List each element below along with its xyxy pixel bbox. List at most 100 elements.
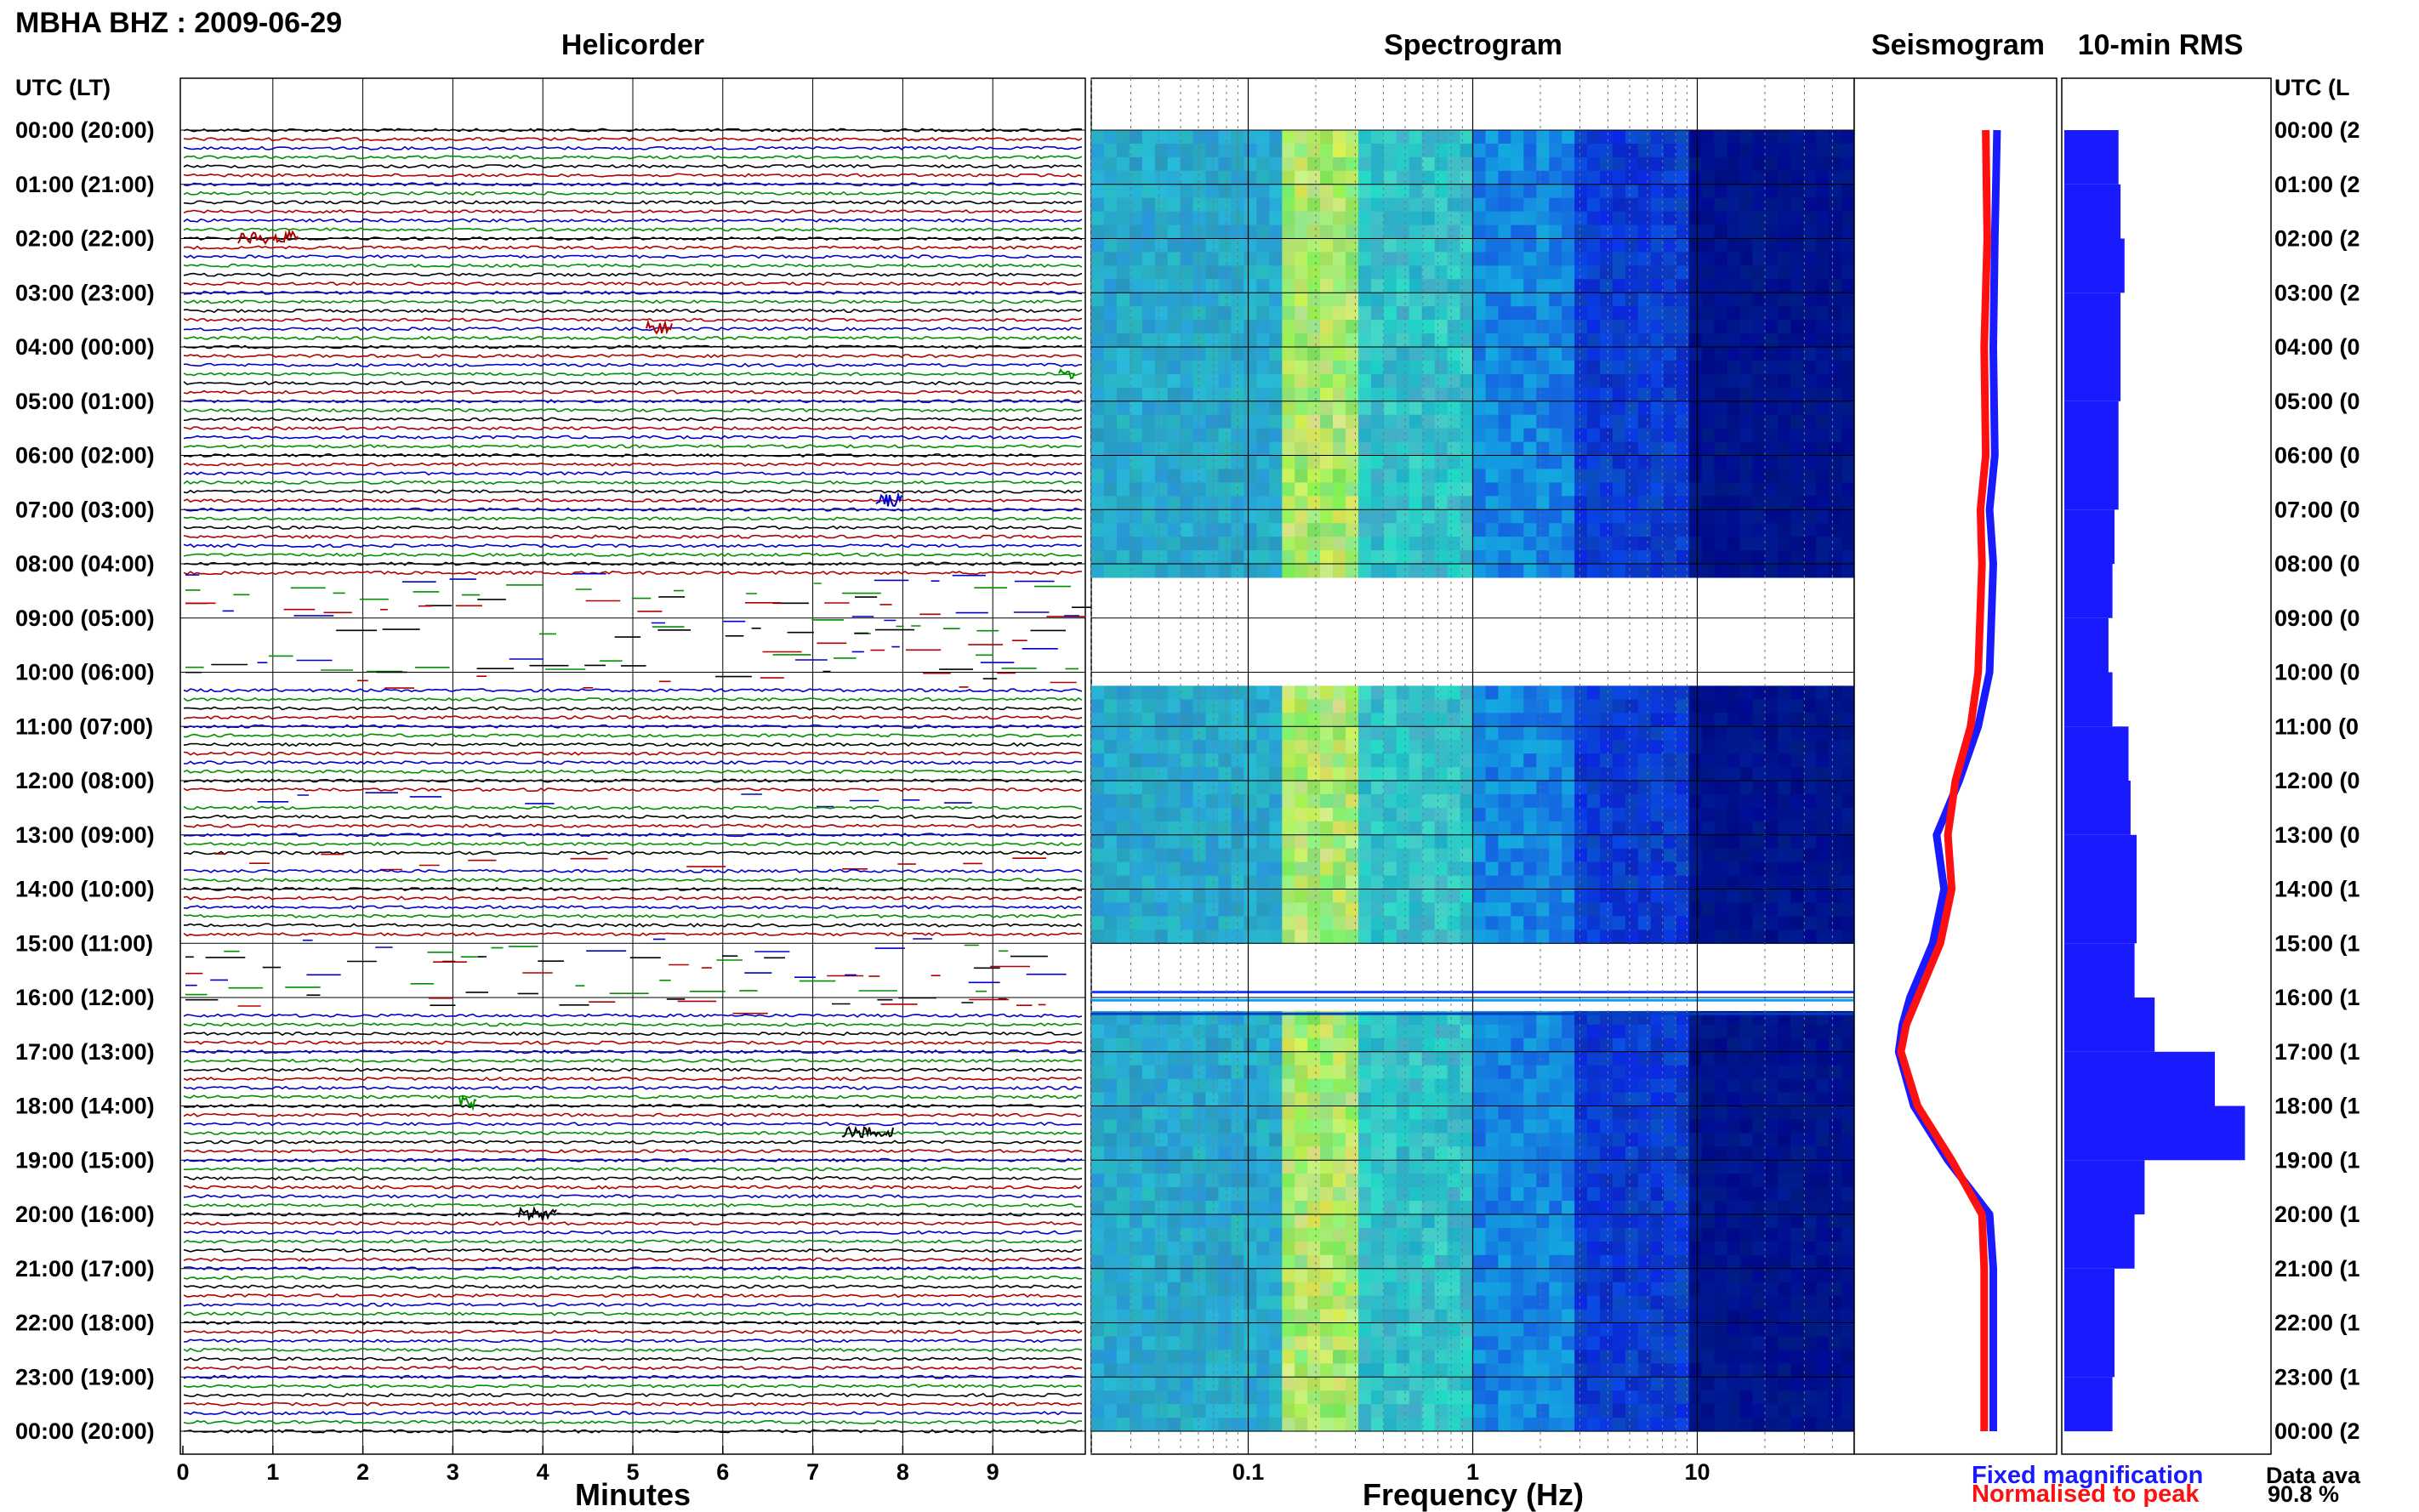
spectrogram-cell <box>1511 807 1524 822</box>
spectrogram-cell <box>1536 1350 1550 1364</box>
spectrogram-cell <box>1104 550 1118 565</box>
spectrogram-cell <box>1600 1241 1614 1256</box>
spectrogram-cell <box>1231 414 1244 429</box>
spectrogram-cell <box>1562 1092 1575 1107</box>
spectrogram-cell <box>1370 347 1385 361</box>
spectrogram-cell <box>1167 170 1181 185</box>
spectrogram-cell <box>1829 713 1842 727</box>
spectrogram-cell <box>1333 1322 1346 1337</box>
spectrogram-cell <box>1180 333 1194 348</box>
spectrogram-cell <box>1421 685 1436 700</box>
spectrogram-cell <box>1498 360 1511 375</box>
spectrogram-cell <box>1727 1065 1740 1080</box>
spectrogram-cell <box>1307 1254 1321 1270</box>
spectrogram-cell <box>1460 1295 1473 1310</box>
spectrogram-cell <box>1562 279 1575 293</box>
spectrogram-cell <box>1663 564 1677 578</box>
spectrogram-cell <box>1752 170 1766 185</box>
spectrogram-cell <box>1129 713 1143 727</box>
spectrogram-cell <box>1167 916 1181 930</box>
spectrogram-cell <box>1434 360 1449 375</box>
spectrogram-cell <box>1167 387 1181 402</box>
spectrogram-cell <box>1778 1037 1791 1053</box>
spectrogram-cell <box>1256 441 1270 457</box>
spectrogram-cell <box>1562 550 1575 565</box>
spectrogram-cell <box>1460 889 1473 903</box>
spectrogram-cell <box>1701 428 1716 443</box>
spectrogram-cell <box>1231 482 1244 497</box>
spectrogram-cell <box>1333 902 1346 917</box>
spectrogram-cell <box>1282 1133 1295 1147</box>
spectrogram-cell <box>1383 1174 1397 1188</box>
spectrogram-cell <box>1803 184 1817 199</box>
spectrogram-cell <box>1816 293 1830 307</box>
spectrogram-cell <box>1129 1133 1143 1147</box>
spectrogram-cell <box>1816 1309 1830 1324</box>
spectrogram-cell <box>1154 333 1169 348</box>
spectrogram-cell <box>1765 469 1779 483</box>
spectrogram-cell <box>1752 1187 1766 1202</box>
spectrogram-cell <box>1460 1024 1473 1039</box>
spectrogram-cell <box>1523 197 1537 213</box>
spectrogram-cell <box>1485 1024 1499 1039</box>
spectrogram-cell <box>1790 1227 1804 1242</box>
spectrogram-cell <box>1129 184 1143 199</box>
helicorder-trace <box>183 344 1083 350</box>
spectrogram-cell <box>1650 793 1665 809</box>
spectrogram-cell <box>1180 1336 1194 1350</box>
spectrogram-cell <box>1295 821 1308 836</box>
spectrogram-cell <box>1765 509 1779 524</box>
spectrogram-cell <box>1346 414 1359 429</box>
spectrogram-cell <box>1333 441 1346 457</box>
spectrogram-cell <box>1752 713 1766 727</box>
spectrogram-cell <box>1803 1051 1817 1066</box>
spectrogram-cell <box>1104 1119 1118 1134</box>
spectrogram-cell <box>1650 1146 1665 1161</box>
spectrogram-cell <box>1688 699 1703 713</box>
spectrogram-cell <box>1612 360 1626 375</box>
spectrogram-cell <box>1637 848 1652 863</box>
spectrogram-cell <box>1320 793 1334 809</box>
spectrogram-cell <box>1536 279 1550 293</box>
spectrogram-cell <box>1370 834 1385 850</box>
spectrogram-cell <box>1688 1268 1703 1283</box>
spectrogram-cell <box>1612 1024 1626 1039</box>
spectrogram-cell <box>1676 1092 1690 1107</box>
spectrogram-cell <box>1409 1146 1423 1161</box>
spectrogram-cell <box>1116 225 1130 240</box>
spectrogram-cell <box>1727 1092 1740 1107</box>
spectrogram-cell <box>1790 293 1804 307</box>
spectrogram-cell <box>1790 523 1804 537</box>
spectrogram-cell <box>1218 1214 1232 1229</box>
spectrogram-cell <box>1485 360 1499 375</box>
spectrogram-cell <box>1141 238 1156 253</box>
spectrogram-cell <box>1688 414 1703 429</box>
spectrogram-cell <box>1269 916 1283 930</box>
helicorder-trace <box>183 1049 1083 1054</box>
spectrogram-cell <box>1091 130 1105 145</box>
spectrogram-cell <box>1650 1024 1665 1039</box>
spectrogram-cell <box>1091 861 1105 877</box>
spectrogram-cell <box>1549 1309 1562 1324</box>
spectrogram-cell <box>1587 564 1601 578</box>
spectrogram-cell <box>1523 482 1537 497</box>
spectrogram-cell <box>1333 1146 1346 1161</box>
spectrogram-cell <box>1816 807 1830 822</box>
spectrogram-cell <box>1612 902 1626 917</box>
spectrogram-cell <box>1434 848 1449 863</box>
spectrogram-cell <box>1765 1241 1779 1256</box>
spectrogram-cell <box>1447 523 1461 537</box>
spectrogram-cell <box>1511 184 1524 199</box>
helicorder-trace <box>185 663 998 679</box>
spectrogram-cell <box>1549 834 1562 850</box>
spectrogram-cell <box>1434 807 1449 822</box>
spectrogram-cell <box>1803 306 1817 321</box>
spectrogram-cell <box>1396 1254 1410 1270</box>
spectrogram-cell <box>1637 537 1652 551</box>
spectrogram-cell <box>1141 1295 1156 1310</box>
spectrogram-cell <box>1104 170 1118 185</box>
spectrogram-cell <box>1803 265 1817 280</box>
spectrogram-cell <box>1167 1227 1181 1242</box>
spectrogram-cell <box>1180 1119 1194 1134</box>
spectrogram-cell <box>1523 1174 1537 1188</box>
